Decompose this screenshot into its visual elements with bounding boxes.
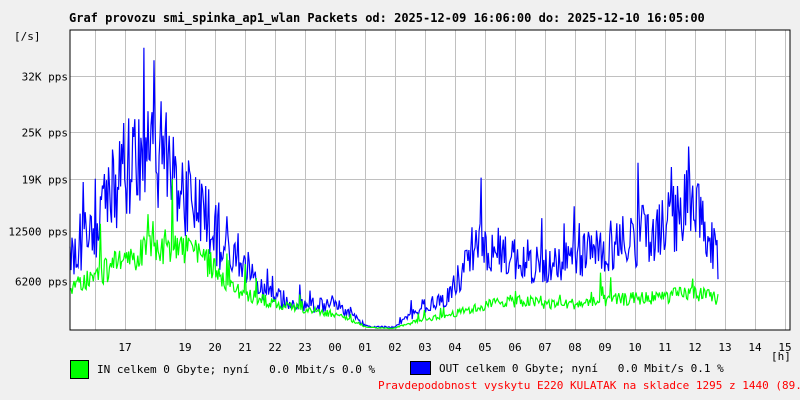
x-tick-label: 10 (628, 341, 641, 354)
x-tick-label: 15 (778, 341, 791, 354)
x-tick-label: 06 (508, 341, 521, 354)
x-tick-label: 17 (118, 341, 131, 354)
x-tick-label: 22 (268, 341, 281, 354)
x-tick-label: 00 (328, 341, 341, 354)
series-line-out (69, 47, 719, 330)
x-tick-label: 05 (478, 341, 491, 354)
chart-title: Graf provozu smi_spinka_ap1_wlan Packets… (69, 11, 705, 26)
y-tick-label: 19K pps (22, 174, 68, 187)
x-tick-label: 19 (178, 341, 191, 354)
x-tick-label: 04 (448, 341, 462, 354)
x-tick-label: 12 (688, 341, 701, 354)
x-tick-label: 23 (298, 341, 311, 354)
y-tick-label: 25K pps (22, 127, 68, 140)
legend-in-swatch (70, 359, 89, 379)
x-tick-label: 13 (718, 341, 731, 354)
x-tick-label: 09 (598, 341, 611, 354)
warning-text: Pravdepodobnost vyskytu E220 KULATAK na … (378, 379, 800, 392)
legend-out: OUT celkem 0 Gbyte; nyní 0.0 Mbit/s 0.1 … (410, 358, 724, 378)
x-tick-label: 08 (568, 341, 581, 354)
x-tick-label: 01 (358, 341, 371, 354)
series-layer (69, 47, 719, 330)
y-tick-label: 6200 pps (15, 276, 68, 289)
grid (70, 30, 790, 330)
legend-out-swatch (410, 361, 431, 375)
y-tick-label: 32K pps (22, 71, 68, 84)
legend-in: IN celkem 0 Gbyte; nyní 0.0 Mbit/s 0.0 % (70, 359, 375, 379)
plot-frame (69, 29, 791, 331)
legend-out-label: OUT celkem 0 Gbyte; nyní 0.0 Mbit/s 0.1 … (439, 361, 724, 375)
x-tick-label: 11 (658, 341, 671, 354)
x-tick-label: 07 (538, 341, 551, 354)
x-unit-label: [h] (771, 350, 791, 363)
x-tick-label: 20 (208, 341, 221, 354)
y-tick-label: 12500 pps (8, 226, 68, 239)
legend-in-label: IN celkem 0 Gbyte; nyní 0.0 Mbit/s 0.0 % (97, 362, 376, 376)
x-tick-label: 02 (388, 341, 401, 354)
x-tick-label: 21 (238, 341, 251, 354)
x-tick-label: 03 (418, 341, 431, 354)
y-unit-label: [/s] (14, 30, 41, 43)
y-axis: 6200 pps 12500 pps 19K pps 25K pps 32K pps (8, 71, 68, 289)
x-axis: 17 19 20 21 22 23 00 01 02 03 04 05 06 07 08 09 10 11 12 13… (118, 341, 791, 354)
series-line-in (70, 179, 719, 330)
x-tick-label: 14 (748, 341, 762, 354)
